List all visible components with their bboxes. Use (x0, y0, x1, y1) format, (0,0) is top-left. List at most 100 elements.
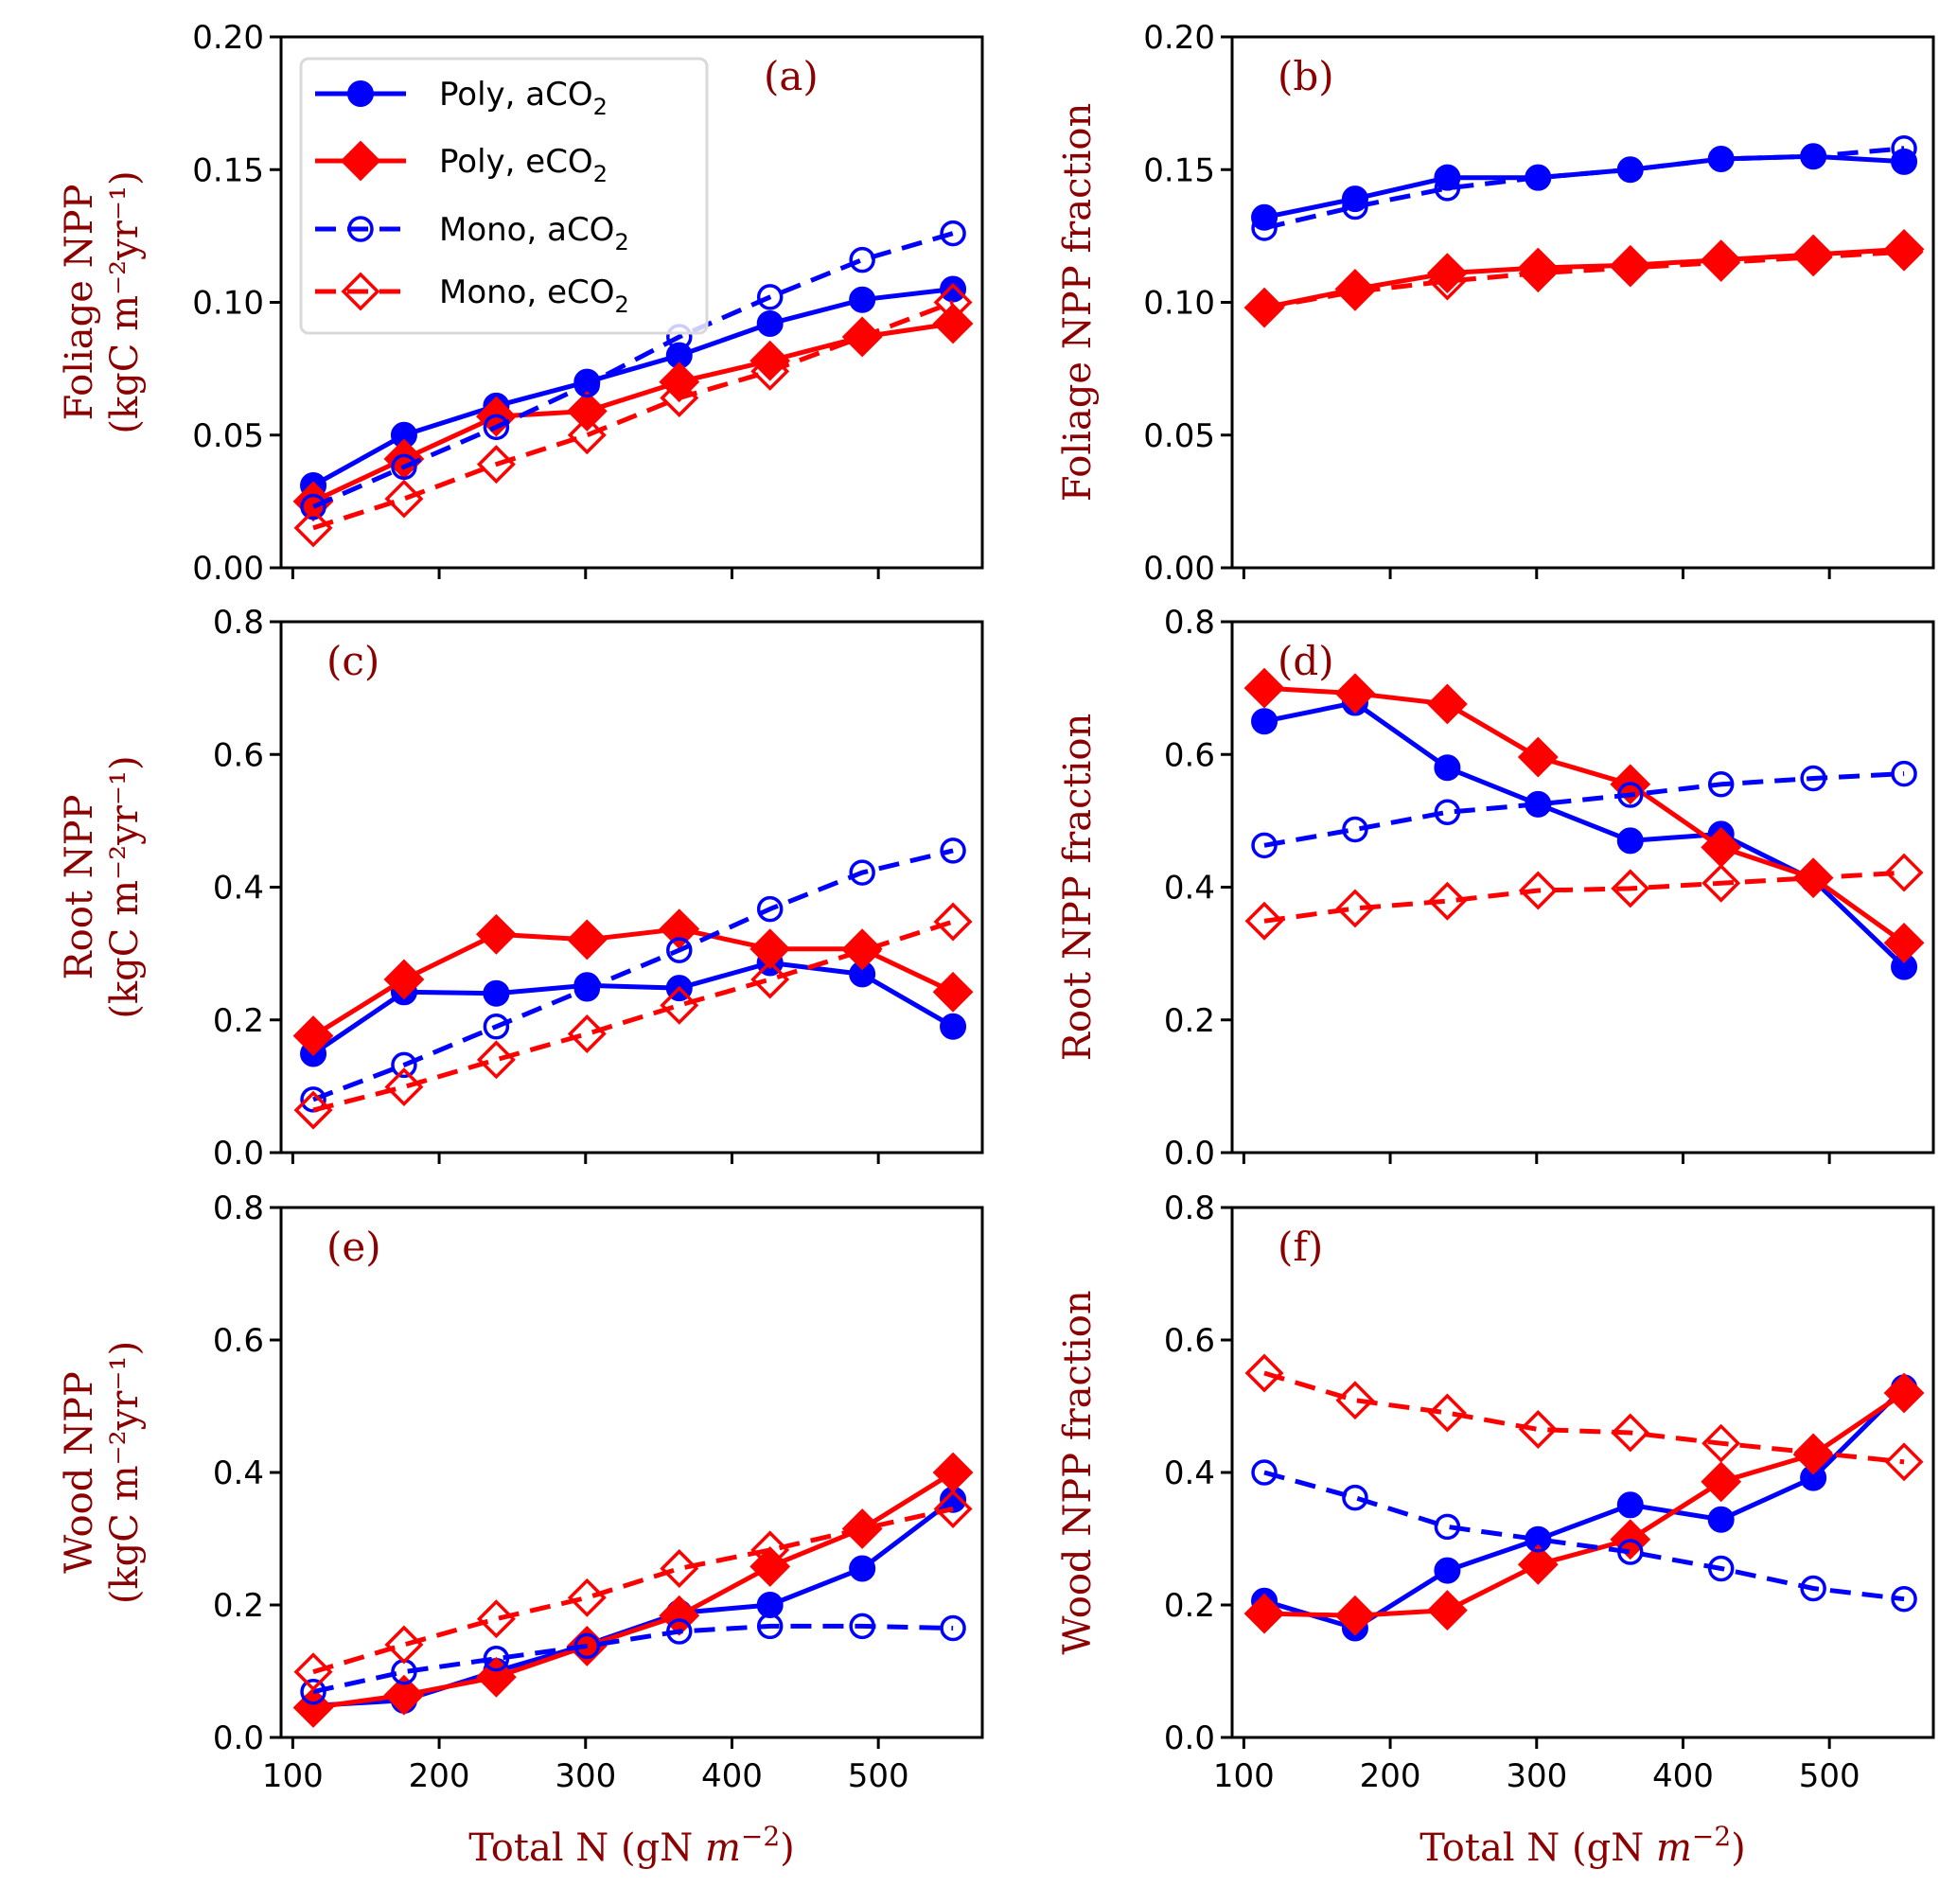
data-point (842, 931, 882, 971)
legend-label-main: Poly, aCO (439, 76, 593, 114)
legend-label: Mono, aCO2 (439, 211, 629, 256)
y-tick-label: 0.00 (192, 550, 264, 588)
axes-frame (1230, 35, 1935, 570)
legend-label: Poly, aCO2 (439, 76, 608, 120)
y-tick-label: 0.05 (1143, 417, 1215, 455)
data-point (1434, 1513, 1461, 1541)
series-line (311, 231, 954, 509)
series-poly-a (1251, 689, 1918, 980)
series-mono-e (1244, 853, 1924, 941)
data-point (1335, 1381, 1375, 1420)
data-point (1251, 832, 1278, 859)
y-label-line1: Root NPP (58, 795, 101, 980)
y-tick-label: 0.6 (213, 1322, 264, 1360)
data-point (384, 479, 424, 519)
y-tick-label: 0.2 (213, 1587, 264, 1625)
data-point (1616, 1491, 1644, 1519)
y-tick-label: 0.0 (213, 1135, 264, 1172)
data-point (1701, 863, 1741, 903)
data-point (475, 1656, 517, 1698)
panel-b: 0.00 0.05 0.10 0.15 0.20 (b) Foliage NPP fract… (1056, 19, 1935, 588)
y-tick-label: 0.8 (213, 604, 264, 642)
x-label-unit: m (705, 1826, 741, 1870)
data-point (1517, 1543, 1559, 1585)
data-point (1251, 215, 1278, 241)
data-point (1426, 683, 1468, 725)
data-point (1243, 667, 1285, 709)
data-point (756, 895, 784, 923)
series-line (312, 848, 954, 1102)
y-tick-label: 0.4 (1164, 870, 1215, 908)
data-point (1617, 782, 1644, 808)
legend-label-main: Mono, aCO (439, 211, 614, 249)
data-point (1707, 146, 1735, 172)
data-point (567, 415, 607, 455)
legend-marker (340, 140, 381, 182)
data-point (940, 1614, 966, 1642)
data-point (933, 902, 973, 942)
data-point (1793, 858, 1833, 898)
data-point (756, 1613, 784, 1640)
data-point (666, 937, 693, 963)
panel-d: 0.0 0.2 0.4 0.6 0.8 (d) Root NPP fraction (1056, 604, 1935, 1172)
data-point (1517, 247, 1559, 289)
x-tick-label: 500 (1799, 1757, 1860, 1795)
data-point (1335, 272, 1375, 311)
data-point (849, 859, 875, 886)
data-point (293, 1652, 333, 1692)
y-axis-label: Root NPP fraction (1056, 714, 1100, 1062)
legend-label-main: Mono, eCO (439, 273, 615, 311)
y-tick-label: 0.2 (1164, 1587, 1215, 1625)
data-point (1891, 760, 1917, 787)
data-point (293, 1090, 333, 1130)
data-point (1701, 242, 1741, 282)
panel-tag: (f) (1278, 1224, 1323, 1270)
y-axis-label: Foliage NPP (kgC m⁻²yr⁻¹) (58, 170, 147, 433)
data-point (300, 1678, 326, 1705)
axes-frame (1230, 1206, 1935, 1739)
data-point (476, 445, 516, 485)
legend-item-mono-e: Mono, eCO2 (315, 272, 629, 318)
series-line (312, 1623, 954, 1695)
y-tick-label: 0.15 (1143, 151, 1215, 189)
data-point (1707, 1506, 1735, 1533)
x-label-close: ) (780, 1826, 795, 1870)
panel-tag: (b) (1278, 53, 1334, 99)
data-point (940, 837, 966, 864)
data-point (1426, 1590, 1468, 1631)
data-point (475, 913, 517, 955)
data-point (1434, 754, 1461, 782)
series-poly-e (292, 1452, 974, 1728)
data-point (1427, 881, 1467, 921)
data-point (750, 960, 790, 999)
data-point (1334, 673, 1376, 714)
data-point (1518, 1410, 1558, 1449)
data-point (659, 1595, 700, 1636)
panel-tag: (d) (1278, 638, 1334, 684)
data-point (933, 1490, 973, 1528)
y-tick-label: 0.6 (1164, 736, 1215, 774)
plot-area (1243, 135, 1925, 328)
data-point (842, 317, 882, 357)
legend-label-sub: 2 (593, 94, 608, 120)
plot-area (292, 220, 974, 548)
data-point (756, 309, 784, 337)
series-mono-a (300, 1613, 966, 1705)
x-tick-label: 300 (555, 1757, 616, 1795)
legend-marker (347, 80, 374, 107)
data-point (660, 985, 699, 1025)
y-tick-label: 0.15 (192, 151, 264, 189)
data-point (566, 391, 608, 432)
data-point (849, 286, 876, 313)
data-point (1617, 1539, 1644, 1565)
y-label-line2: (kgC m⁻²yr⁻¹) (103, 1341, 147, 1604)
data-point (1434, 799, 1461, 826)
y-axis-label: Wood NPP (kgC m⁻²yr⁻¹) (58, 1341, 147, 1604)
plot-area (1243, 667, 1925, 980)
plot-area (1243, 1353, 1925, 1642)
y-tick-label: 0.10 (192, 285, 264, 323)
x-tick-label: 500 (848, 1757, 909, 1795)
data-point (1517, 736, 1559, 778)
x-tick-label: 200 (409, 1757, 470, 1795)
